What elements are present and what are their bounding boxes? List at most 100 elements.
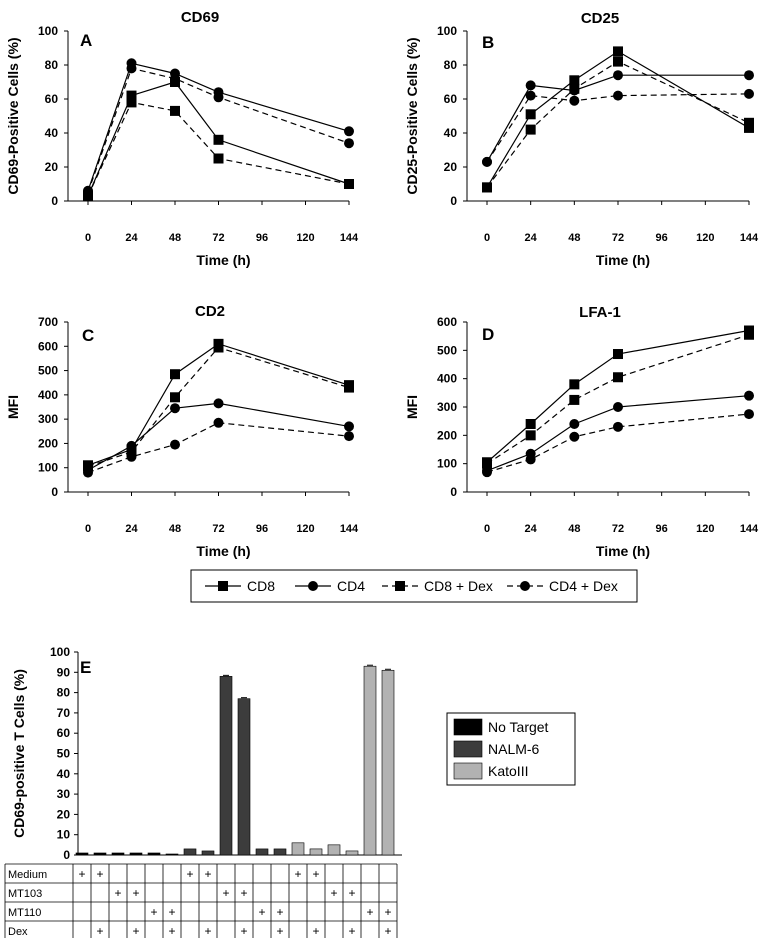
y-tick-label: 80 [57, 686, 71, 700]
y-tick-label: 100 [38, 24, 58, 38]
data-point [613, 349, 623, 360]
chart-title: CD25 [581, 10, 619, 27]
table-mark: + [258, 905, 265, 919]
bar [201, 850, 215, 856]
data-point [525, 80, 536, 91]
y-tick-label: 700 [38, 315, 58, 329]
y-tick-label: 50 [57, 747, 71, 761]
data-point [83, 467, 93, 478]
panel-letter: B [482, 33, 494, 52]
y-tick-label: 40 [45, 126, 59, 140]
x-tick-label: 0 [484, 523, 490, 535]
panel-a: CD69 A 0 20 40 60 80 100 0 24 48 72 96 120 144 Time (h)… [5, 9, 359, 268]
data-point [344, 431, 354, 442]
data-point [613, 421, 623, 432]
x-tick-label: 24 [525, 232, 538, 244]
bar [219, 676, 233, 856]
bar [363, 665, 377, 856]
data-point [482, 458, 492, 469]
y-tick-label: 80 [45, 58, 59, 72]
x-tick-label: 96 [256, 523, 268, 535]
x-tick-label: 96 [256, 232, 268, 244]
data-point [744, 329, 754, 340]
table-mark: + [276, 905, 283, 919]
x-tick-label: 72 [612, 232, 624, 244]
x-tick-label: 144 [740, 523, 759, 535]
data-point [213, 342, 224, 353]
x-tick-label: 24 [125, 523, 138, 535]
legend-label: CD8 + Dex [424, 578, 493, 594]
series-line-cd8-dex [486, 60, 750, 188]
y-tick-label: 200 [437, 428, 457, 442]
data-point [744, 409, 754, 420]
legend-label: No Target [488, 719, 549, 735]
x-tick-label: 144 [340, 232, 359, 244]
x-tick-label: 144 [740, 232, 759, 244]
table-mark: + [384, 924, 391, 938]
data-point [213, 417, 224, 428]
table-mark: + [240, 886, 247, 900]
bar [255, 848, 269, 856]
y-tick-label: 70 [57, 706, 71, 720]
data-point [569, 95, 580, 106]
y-tick-label: 40 [444, 126, 458, 140]
x-tick-label: 48 [568, 523, 580, 535]
panel-letter: C [82, 326, 94, 345]
y-axis-label: CD25-Positive Cells (%) [404, 37, 420, 194]
data-point [344, 126, 354, 137]
table-mark: + [330, 886, 337, 900]
table-row-label: MT110 [8, 907, 41, 919]
panel-e: E 0 10 20 30 40 50 60 70 80 90 100 CD69-positive T C… [4, 645, 576, 938]
table-mark: + [96, 924, 103, 938]
data-point [525, 124, 536, 135]
y-tick-label: 400 [38, 388, 58, 402]
table-mark: + [348, 924, 355, 938]
y-tick-label: 20 [444, 160, 458, 174]
y-tick-label: 40 [57, 767, 71, 781]
legend-label: NALM-6 [488, 741, 540, 757]
series-line-cd4 [87, 402, 350, 471]
data-point [525, 430, 536, 441]
x-tick-label: 96 [656, 523, 668, 535]
y-tick-label: 0 [51, 485, 58, 499]
panel-b: CD25 B 0 20 40 60 80 100 0 24 48 72 96 120 144 Time (h)… [404, 10, 759, 268]
bar [147, 852, 161, 856]
x-tick-label: 72 [612, 523, 624, 535]
data-point [482, 182, 492, 193]
y-tick-label: 100 [38, 461, 58, 475]
data-point [170, 369, 180, 380]
y-tick-label: 300 [437, 400, 457, 414]
table-mark: + [132, 886, 139, 900]
bar [75, 852, 89, 856]
y-axis-label: CD69-Positive Cells (%) [5, 37, 21, 194]
x-tick-label: 144 [340, 523, 359, 535]
bar [237, 698, 251, 856]
data-point [213, 153, 224, 164]
data-point [482, 156, 492, 167]
table-row-label: Medium [8, 869, 47, 881]
table-mark: + [150, 905, 157, 919]
table-mark: + [294, 867, 301, 881]
table-mark: + [348, 886, 355, 900]
panel-letter: D [482, 325, 494, 344]
y-tick-label: 100 [437, 457, 457, 471]
condition-table: Medium MT103 MT110 Dex + + + + + + + + + + + + + + + + + + + + +… [4, 863, 398, 938]
data-point [170, 105, 180, 116]
x-axis-label: Time (h) [196, 252, 250, 268]
data-point [744, 117, 754, 128]
y-tick-label: 200 [38, 436, 58, 450]
data-point [83, 187, 93, 198]
x-tick-label: 120 [696, 232, 714, 244]
data-point [525, 90, 536, 101]
table-mark: + [222, 886, 229, 900]
y-tick-label: 500 [437, 343, 457, 357]
table-mark: + [384, 905, 391, 919]
table-mark: + [96, 867, 103, 881]
data-point [170, 392, 180, 403]
x-tick-label: 24 [525, 523, 538, 535]
series-line-cd8-dex [87, 101, 350, 197]
y-tick-label: 600 [437, 315, 457, 329]
data-point [83, 461, 93, 472]
data-point [613, 372, 623, 383]
legend-marker [520, 581, 530, 591]
